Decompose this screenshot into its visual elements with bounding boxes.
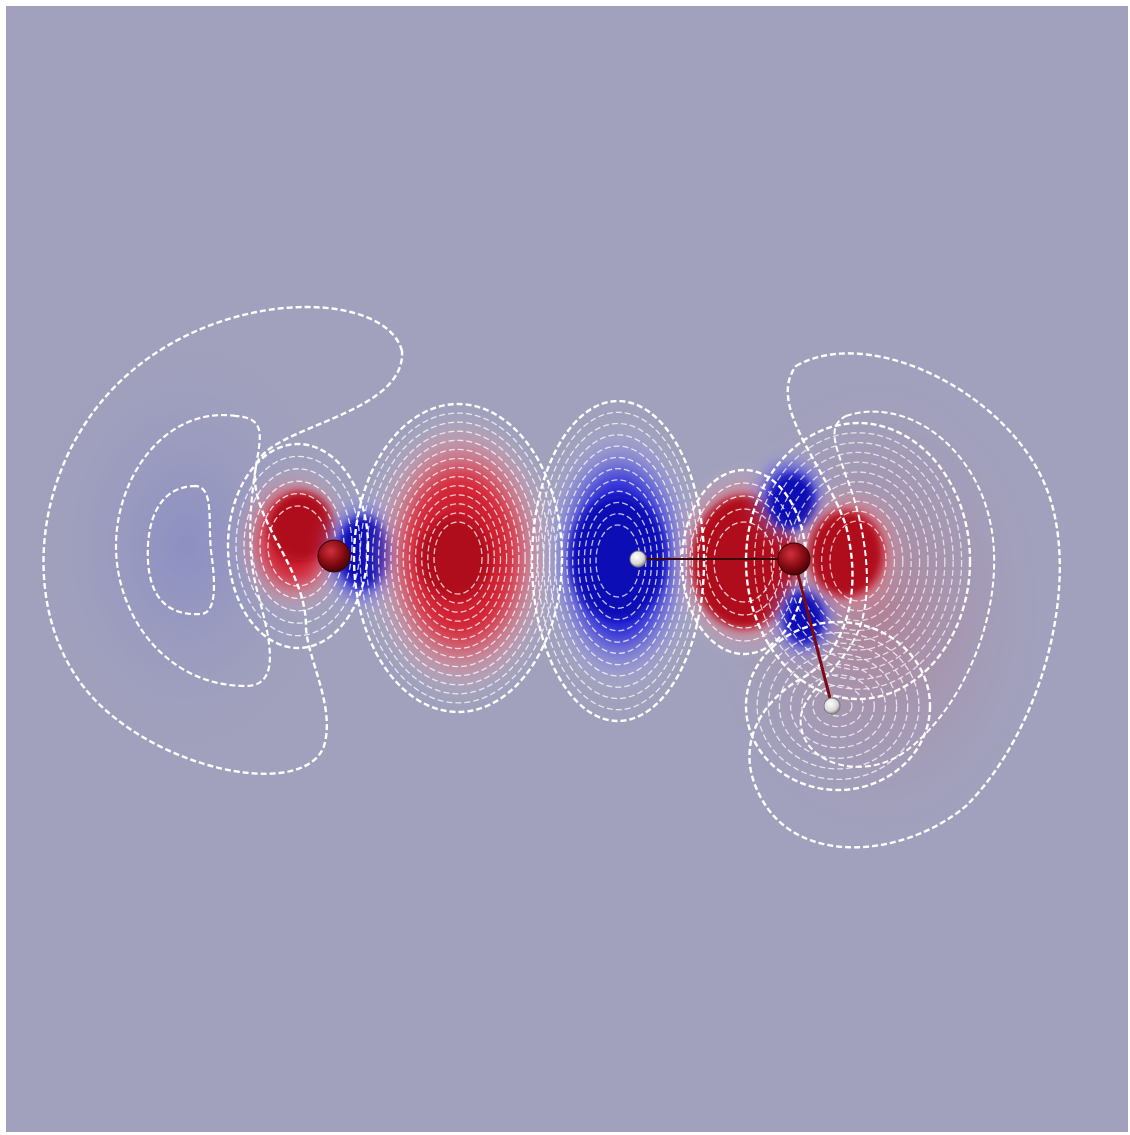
covalent-bond-line <box>792 558 834 707</box>
contour-line <box>566 467 670 655</box>
contour-line <box>770 451 946 671</box>
contour-line-core-left <box>146 484 216 616</box>
contour-line <box>396 466 520 650</box>
positive-lobe-core <box>269 492 333 560</box>
orbital-scene <box>6 6 1128 1132</box>
atom-layer <box>317 539 841 715</box>
faint-negative-lobe-left <box>16 316 356 776</box>
contour-line <box>744 620 932 792</box>
contour-line <box>408 485 508 631</box>
contour-line <box>778 653 898 759</box>
contour-line <box>548 434 688 688</box>
contours-lower-right <box>744 620 932 792</box>
contour-line-inner-left <box>114 413 272 688</box>
contour-line <box>583 501 653 621</box>
contour-line <box>812 500 904 622</box>
oxygen-atom-sphere <box>777 542 811 576</box>
contour-line-outer-left <box>42 305 404 775</box>
contour-line <box>433 521 483 595</box>
contour-line <box>427 512 489 604</box>
contour-line <box>359 412 557 704</box>
contour-line <box>801 674 875 738</box>
lobe-bridge-left <box>369 416 553 696</box>
contour-line <box>753 432 963 690</box>
contour-line <box>767 642 909 770</box>
contour-line-mid-right <box>799 410 996 768</box>
contour-line <box>560 456 676 666</box>
contour-line <box>352 402 564 714</box>
contour-line <box>226 442 370 650</box>
contour-line <box>414 494 502 622</box>
contour-line <box>820 510 896 612</box>
oxygen-atom-sphere <box>317 539 351 573</box>
contour-lines-layer <box>42 305 1061 849</box>
contour-line <box>744 421 972 701</box>
bond-layer <box>638 558 834 707</box>
contour-line <box>829 520 887 602</box>
contours-central <box>530 399 706 723</box>
contour-line <box>778 461 938 661</box>
contour-line <box>812 684 864 728</box>
positive-lobe-core <box>418 518 490 598</box>
contour-line <box>572 479 664 643</box>
contour-line <box>554 445 682 677</box>
contour-line <box>542 422 694 700</box>
contour-line <box>789 663 887 749</box>
hydrogen-atom-sphere <box>629 550 647 568</box>
contour-line <box>787 471 929 651</box>
contour-line <box>421 503 495 613</box>
contour-line <box>530 399 706 723</box>
contour-line <box>390 457 526 659</box>
contour-line <box>762 441 954 681</box>
lobe-right-oxygen-right <box>796 490 900 614</box>
contour-line <box>243 468 353 624</box>
hydrogen-atom-sphere <box>823 697 841 715</box>
contour-line-outer-right <box>748 352 1061 849</box>
contour-line <box>577 490 659 632</box>
contour-line <box>756 631 920 781</box>
negative-lobe-core <box>570 496 666 620</box>
contour-line <box>713 521 775 603</box>
orbital-viewport[interactable] <box>6 6 1128 1132</box>
contour-line <box>402 475 514 641</box>
contour-line <box>537 411 699 711</box>
